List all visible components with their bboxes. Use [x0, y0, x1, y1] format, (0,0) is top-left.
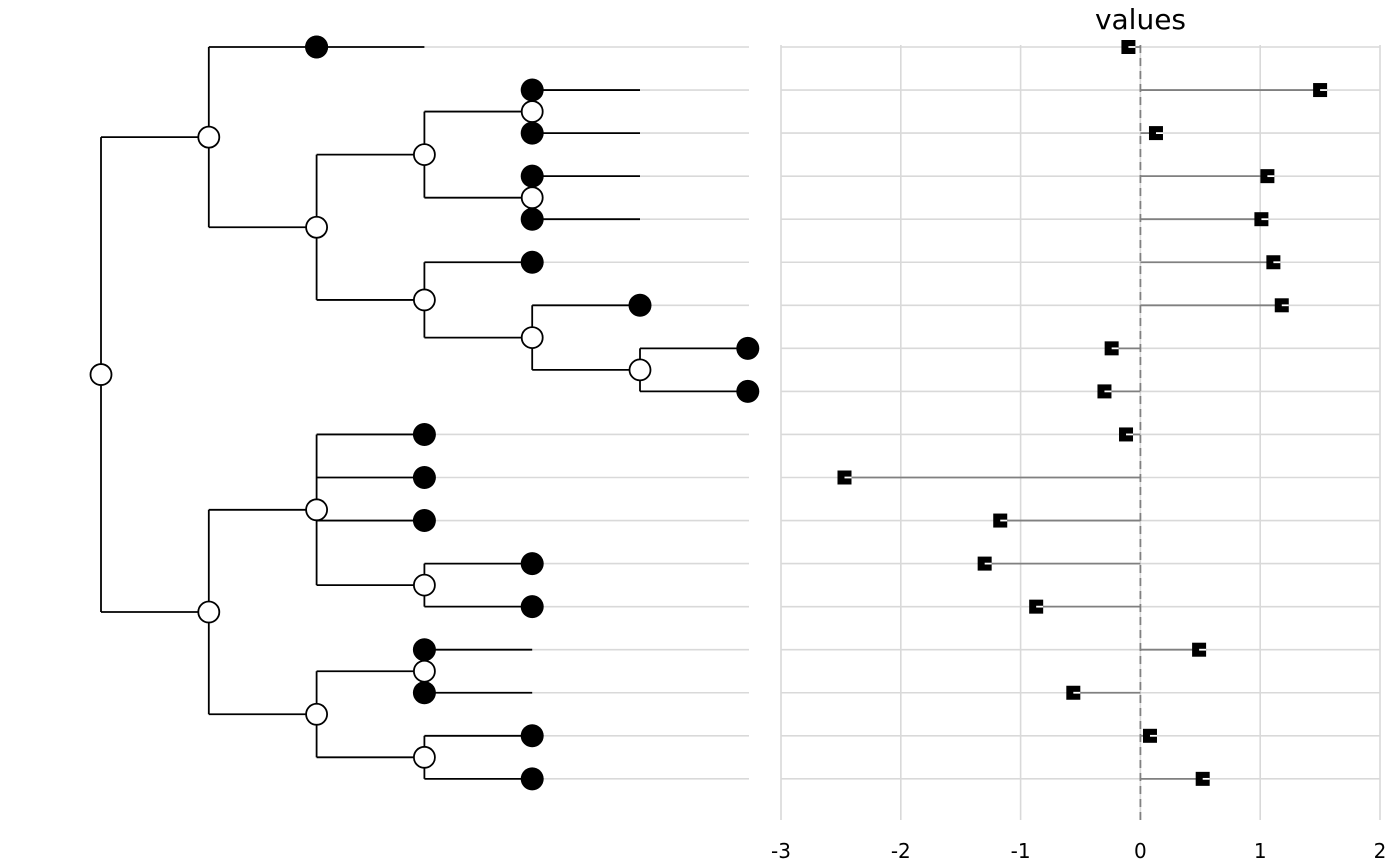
tree-internal-node [520, 326, 544, 349]
tree-internal-node [89, 363, 113, 386]
tip-gridlines [316, 46, 749, 780]
tree-internal-node [628, 358, 652, 382]
x-tick-label: 2 [1374, 839, 1387, 863]
tree-internal-node [520, 186, 544, 210]
tree-tip [412, 681, 436, 705]
tree-internal-node [412, 745, 436, 769]
tree-tip [520, 724, 544, 748]
tree-tip [628, 293, 652, 317]
tree-tip [520, 767, 544, 791]
tree-internal-node [520, 100, 544, 123]
tree-internal-node [412, 143, 436, 167]
tree-internal-node [305, 702, 329, 726]
x-tick-label: -3 [771, 839, 791, 863]
tree-internal-node [197, 600, 221, 624]
tree-tip [736, 336, 760, 360]
tree-internal-nodes [89, 35, 652, 769]
tree-internal-node [412, 659, 436, 683]
panel-title: values [1095, 3, 1186, 36]
tree-tip [412, 466, 436, 489]
tree-tip [520, 250, 544, 274]
x-tick-label: -1 [1011, 839, 1031, 863]
tree-tip [412, 422, 436, 446]
tree-tip [412, 509, 436, 533]
tree-tip [412, 638, 436, 662]
tree-tip [520, 164, 544, 188]
tree-tip [736, 379, 760, 403]
value-panel-gridlines [780, 45, 1381, 820]
tree-internal-node [305, 498, 329, 522]
tree-internal-node [197, 125, 221, 149]
tree-tips [305, 35, 760, 791]
tree-tip [520, 121, 544, 145]
x-tick-label: -2 [891, 839, 911, 863]
x-tick-label: 0 [1134, 839, 1147, 863]
x-axis-ticks: -3 -2 -1 0 1 2 [771, 839, 1386, 863]
tree-tip [520, 207, 544, 231]
tree-internal-node [412, 573, 436, 597]
tree-tip [520, 595, 544, 619]
value-stems [844, 46, 1321, 780]
tree-tip [305, 35, 329, 59]
tree-internal-node [305, 215, 329, 239]
tree-internal-node [412, 288, 436, 312]
x-tick-label: 1 [1254, 839, 1267, 863]
tree-tip [520, 552, 544, 576]
tree-tip [520, 78, 544, 102]
value-markers [837, 40, 1328, 786]
